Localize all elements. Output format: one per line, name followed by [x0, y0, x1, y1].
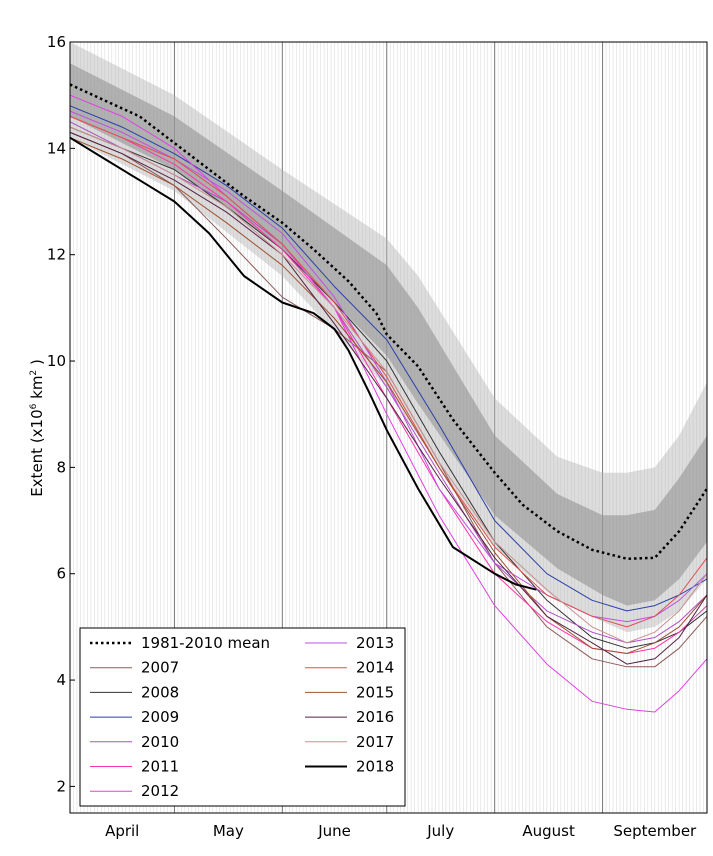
plot-frame [69, 41, 708, 814]
y-axis-label-main: Extent (x10 [28, 409, 46, 496]
mean-line-layer [69, 83, 709, 561]
series-lines [69, 94, 708, 713]
percentile-bands [70, 42, 707, 633]
legend-label: 2010 [141, 733, 179, 751]
x-month-label: June [317, 822, 351, 840]
x-month-label: July [426, 822, 454, 840]
mean-line [69, 83, 709, 561]
x-month-label: May [213, 822, 244, 840]
legend-label: 2016 [356, 708, 394, 726]
y-tick-label: 16 [47, 33, 66, 51]
x-axis-month-labels: April May June July August September [105, 822, 697, 840]
legend-label: 2017 [356, 733, 394, 751]
legend-box [79, 627, 406, 807]
x-month-label: April [105, 822, 139, 840]
legend-label: 2018 [356, 758, 394, 776]
y-axis-label-unit: km [28, 376, 46, 404]
y-tick-label: 14 [47, 139, 66, 157]
y-tick-label: 12 [47, 246, 66, 264]
y-tick-label: 4 [56, 671, 66, 689]
series-line-2008 [69, 126, 708, 649]
legend-label: 2013 [356, 634, 394, 652]
legend-label: 1981-2010 mean [141, 634, 270, 652]
series-line-2010 [69, 121, 708, 644]
x-month-label: September [613, 822, 697, 840]
y-tick-label: 10 [47, 352, 66, 370]
legend-label: 2007 [141, 659, 179, 677]
y-axis-label-unit-exp: 2 [29, 370, 39, 376]
y-axis-label: Extent (x106 km2 ) [28, 359, 46, 497]
legend-label: 2015 [356, 683, 394, 701]
legend-label: 2011 [141, 758, 179, 776]
series-line-2015 [69, 137, 708, 654]
series-line-2012 [69, 94, 708, 713]
legend-label: 2014 [356, 659, 394, 677]
y-tick-label: 2 [56, 777, 66, 795]
y-axis-ticks: 2 4 6 8 10 12 14 16 [47, 33, 75, 795]
y-axis-label-exp: 6 [29, 403, 39, 409]
legend-label: 2008 [141, 683, 179, 701]
series-line-2018 [69, 136, 537, 591]
x-month-label: August [522, 822, 575, 840]
series-line-2013 [69, 110, 708, 623]
y-tick-label: 6 [56, 565, 66, 583]
inner-percentile-band [70, 63, 707, 606]
legend-label: 2009 [141, 708, 179, 726]
series-line-2017 [69, 126, 708, 644]
legend: 1981-2010 mean 2007 2008 2009 2010 2011 2012 20… [79, 627, 406, 807]
y-axis-label-close: ) [28, 359, 46, 370]
series-line-2016 [69, 131, 708, 665]
y-tick-label: 8 [56, 458, 66, 476]
legend-label: 2012 [141, 782, 179, 800]
